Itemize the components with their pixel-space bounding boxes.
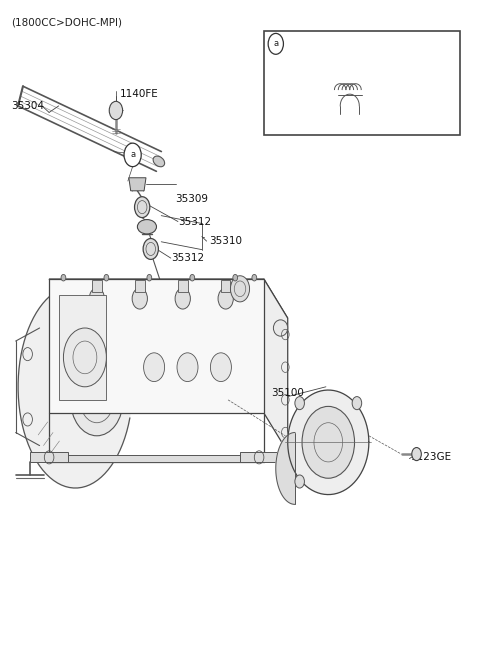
Circle shape [71,364,123,436]
Ellipse shape [274,320,288,336]
Polygon shape [129,178,146,191]
Text: 35100: 35100 [271,388,304,398]
Ellipse shape [137,220,156,234]
Text: 1123GE: 1123GE [411,452,452,462]
Polygon shape [288,390,369,495]
Polygon shape [30,452,68,462]
Circle shape [109,101,122,119]
Circle shape [147,274,152,281]
Polygon shape [276,432,295,504]
Bar [92,280,102,292]
Circle shape [295,475,304,488]
Text: 35309: 35309 [176,194,209,203]
Text: a: a [130,150,135,159]
Circle shape [268,33,283,54]
Circle shape [132,288,147,309]
Text: a: a [273,39,278,49]
Bar [221,280,230,292]
Circle shape [295,397,304,409]
Text: 35312: 35312 [171,253,204,263]
Polygon shape [49,455,264,462]
Circle shape [61,274,66,281]
Bar [264,31,459,135]
Circle shape [143,239,158,259]
Polygon shape [264,279,288,452]
Circle shape [210,353,231,382]
Circle shape [233,274,238,281]
Text: 35312: 35312 [178,216,211,226]
Circle shape [63,328,107,387]
Polygon shape [49,279,288,318]
Circle shape [134,197,150,218]
Circle shape [124,143,141,167]
Bar [59,295,107,400]
Circle shape [177,353,198,382]
Circle shape [190,274,195,281]
Circle shape [175,288,191,309]
Circle shape [352,397,362,409]
Text: 31337F: 31337F [292,39,332,49]
Circle shape [144,353,165,382]
Text: 1140FE: 1140FE [120,89,158,99]
Polygon shape [49,279,264,413]
Circle shape [412,447,421,461]
Bar [135,280,144,292]
Bar [178,280,188,292]
Circle shape [104,274,109,281]
Text: 35310: 35310 [209,236,242,246]
Text: (1800CC>DOHC-MPI): (1800CC>DOHC-MPI) [11,18,122,28]
Circle shape [230,276,250,302]
Circle shape [252,274,257,281]
Circle shape [218,288,233,309]
Text: 35304: 35304 [11,101,44,111]
Ellipse shape [153,156,165,167]
Polygon shape [18,285,130,488]
Circle shape [89,288,105,309]
Circle shape [302,406,355,478]
Polygon shape [240,452,278,462]
